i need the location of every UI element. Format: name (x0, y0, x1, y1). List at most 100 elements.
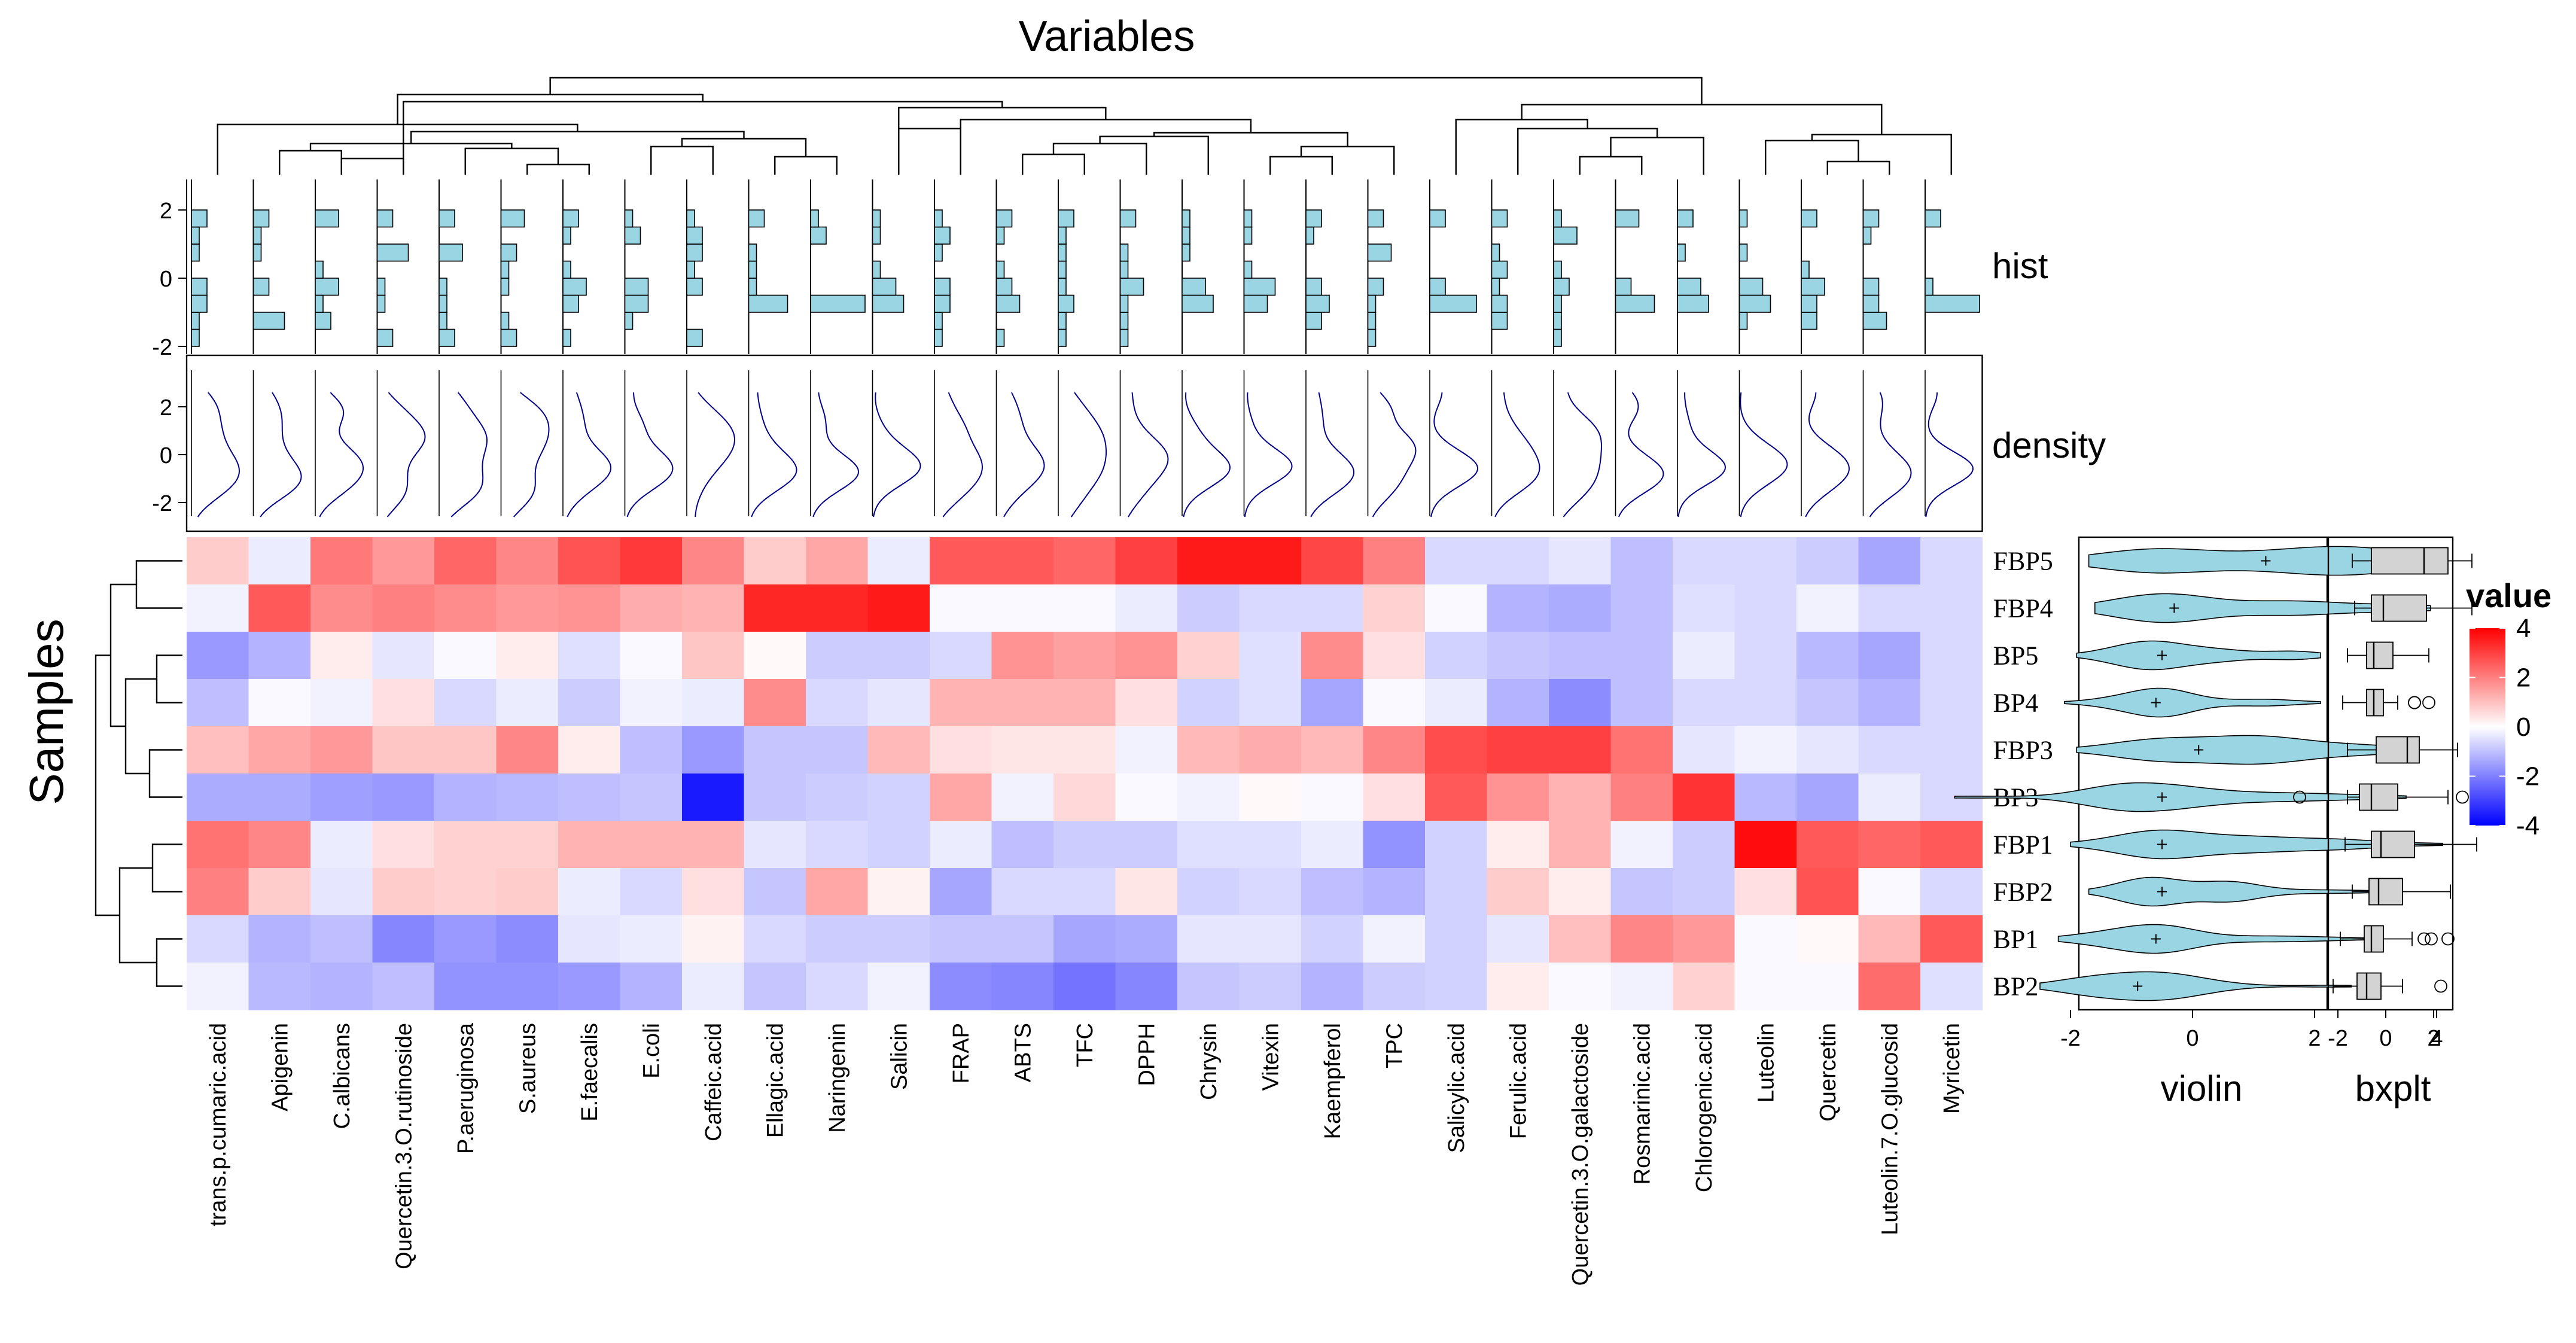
heatmap-cell (1734, 679, 1797, 727)
heatmap-cell (187, 537, 249, 585)
heatmap-cell (991, 868, 1054, 916)
hist-bar (315, 278, 339, 296)
heatmap-cell (1549, 726, 1612, 774)
hist-bar (624, 209, 634, 228)
hist-bar (1058, 260, 1067, 279)
heatmap-cell (1301, 584, 1364, 632)
column-label: ABTS (1010, 1023, 1036, 1082)
density-curve (695, 392, 736, 517)
hist-bar (1058, 226, 1067, 245)
heatmap-cell (1920, 726, 1983, 774)
dendrogram-branch (148, 749, 182, 798)
heatmap-cell (1487, 679, 1549, 727)
hist-bar (1119, 328, 1129, 347)
heatmap-cell (310, 537, 373, 585)
hist-bar (1058, 294, 1074, 313)
density-curve (386, 392, 426, 517)
heatmap-cell (558, 821, 621, 869)
heatmap-cell (1673, 821, 1735, 869)
column-label: DPPH (1134, 1023, 1159, 1086)
violin-shape (2094, 593, 2431, 623)
hist-bar (934, 278, 951, 296)
heatmap-cell (1115, 821, 1178, 869)
hist-bar (934, 226, 951, 245)
heatmap-cell (1425, 821, 1488, 869)
heatmap-cell (1053, 773, 1116, 821)
heatmap-cell (372, 584, 435, 632)
heatmap-cell (558, 773, 621, 821)
heatmap-cell (682, 632, 745, 680)
column-dendrogram (217, 77, 1952, 175)
heatmap-cell (1177, 584, 1240, 632)
heatmap-cell (1796, 915, 1859, 963)
heatmap-cell (1301, 632, 1364, 680)
hist-bar (872, 260, 881, 279)
hist-bar (191, 328, 200, 347)
heatmap-cell (867, 537, 930, 585)
heatmap-cell (310, 584, 373, 632)
hist-bar (191, 294, 208, 313)
hist-bar (1801, 260, 1810, 279)
violin-axis-tick-label: 2 (2308, 1026, 2321, 1051)
density-curve (197, 392, 240, 517)
heatmap-cell (1425, 537, 1488, 585)
boxplot-outlier (2425, 932, 2438, 946)
dendrogram-branch (1517, 127, 1658, 175)
dendrogram-branch (898, 106, 1107, 175)
hist-bar (1305, 226, 1314, 245)
heatmap-cell (1858, 868, 1921, 916)
heatmap-cell (434, 915, 497, 963)
heatmap-cell (1301, 679, 1364, 727)
dendrogram-branch (95, 654, 120, 916)
heatmap-cell (1177, 868, 1240, 916)
heatmap-cell (930, 632, 992, 680)
hist-bar (562, 328, 571, 347)
hist-bar (686, 260, 695, 279)
heatmap-cell (1177, 726, 1240, 774)
heatmap-cell (1115, 632, 1178, 680)
hist-bar (562, 226, 571, 245)
heatmap-cell (1734, 915, 1797, 963)
hist-bar (624, 294, 649, 313)
hist-bar (995, 209, 1013, 228)
heatmap-cell (1734, 773, 1797, 821)
density-curve (1869, 392, 1912, 517)
heatmap-cell (1487, 537, 1549, 585)
hist-bar (1305, 209, 1322, 228)
heatmap-cell (372, 632, 435, 680)
heatmap-cell (930, 726, 992, 774)
hist-bar (1738, 294, 1771, 313)
hist-bar (500, 278, 510, 296)
violin-mean-marker (2194, 745, 2204, 755)
hist-axis-tick-label: 2 (160, 199, 172, 224)
heatmap-cell (1549, 868, 1612, 916)
column-label: Luteolin (1753, 1023, 1779, 1103)
heatmap-cell (1858, 915, 1921, 963)
hist-bar (1119, 278, 1144, 296)
column-label: Chrysin (1196, 1023, 1222, 1100)
hist-bar (315, 312, 331, 330)
heatmap-cell (1487, 915, 1549, 963)
dendrogram-branch (1153, 132, 1348, 147)
heatmap-cell (991, 537, 1054, 585)
violin-mean-marker (2151, 698, 2161, 708)
heatmap-cell (1425, 679, 1488, 727)
hist-bar (1182, 294, 1214, 313)
heatmap-cell (496, 726, 559, 774)
hist-bar (1058, 209, 1074, 228)
heatmap-cell (806, 632, 869, 680)
dendrogram-branch (464, 147, 559, 175)
hist-bar (1925, 278, 1933, 296)
heatmap-cell (991, 726, 1054, 774)
hist-bar (1553, 294, 1562, 313)
heatmap-cell (1796, 821, 1859, 869)
heatmap-cell (248, 821, 311, 869)
dendrogram-branch (124, 678, 157, 775)
heatmap-cell (496, 679, 559, 727)
heatmap-cell (310, 632, 373, 680)
heatmap-cell (1363, 632, 1426, 680)
heatmap-cell (1177, 632, 1240, 680)
heatmap-cell (1239, 963, 1302, 1010)
hist-bar (562, 294, 579, 313)
